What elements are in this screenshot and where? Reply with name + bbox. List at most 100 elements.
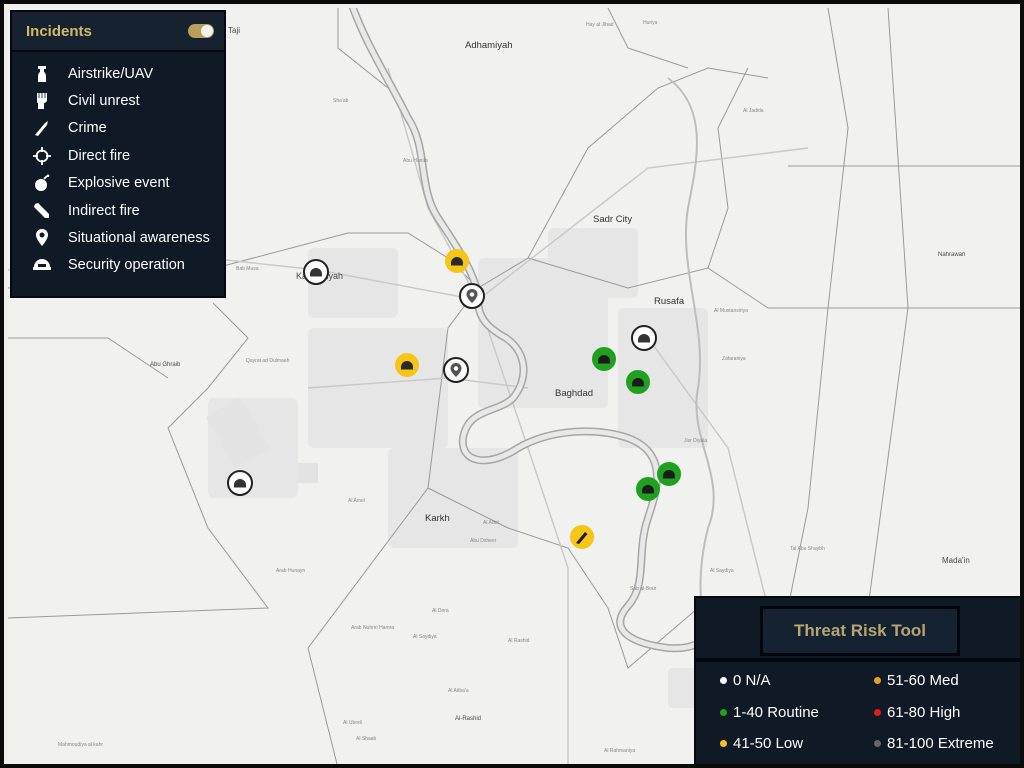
minor-label: Sha'ab: [333, 98, 349, 104]
incident-label: Situational awareness: [68, 230, 210, 247]
security-operation-marker-low[interactable]: [394, 352, 420, 378]
minor-label: Al Saydiya: [710, 568, 734, 574]
incident-item-situational-awareness[interactable]: Situational awareness: [30, 224, 224, 251]
legend-item-low: 41-50 Low: [720, 735, 803, 752]
incident-item-security-operation[interactable]: Security operation: [30, 252, 224, 279]
minor-label: Bab Musa: [236, 266, 259, 272]
minor-label: Hay al Jihad: [586, 22, 614, 28]
incident-item-explosive[interactable]: Explosive event: [30, 170, 224, 197]
incident-label: Explosive event: [68, 175, 170, 192]
incident-item-crime[interactable]: Crime: [30, 115, 224, 142]
minor-label: Abu Hanifa: [403, 158, 428, 164]
threat-risk-title: Threat Risk Tool: [794, 621, 926, 640]
incident-label: Civil unrest: [68, 93, 140, 110]
minor-label: Al Rahmaniya: [604, 748, 636, 754]
threat-divider: [696, 658, 1020, 662]
crime-marker-low[interactable]: [569, 524, 595, 550]
map-canvas[interactable]: Adhamiyah Sadr City Rusafa Baghdad Karkh…: [8, 8, 1020, 764]
incident-label: Crime: [68, 120, 107, 137]
map-base-layer: [8, 8, 1020, 764]
incident-label: Direct fire: [68, 147, 131, 164]
situational-awareness-marker[interactable]: [458, 282, 486, 310]
minor-label: Arab Nuhrin Hamra: [351, 625, 395, 631]
security-operation-marker[interactable]: [226, 469, 254, 497]
minor-label: Al Amel: [348, 498, 365, 504]
place-label-sadr-city: Sadr City: [593, 214, 633, 225]
crosshair-icon: [30, 146, 54, 166]
minor-label: Al Adel: [483, 520, 499, 526]
legend-dot-routine: [720, 709, 727, 716]
minor-label: Abu Dsheer: [470, 538, 497, 544]
incident-item-indirect-fire[interactable]: Indirect fire: [30, 197, 224, 224]
airstrike-icon: [30, 64, 54, 84]
legend-label: 81-100 Extreme: [887, 735, 994, 752]
legend-dot-med: [874, 677, 881, 684]
minor-label: Al Jadida: [743, 108, 764, 114]
incident-item-direct-fire[interactable]: Direct fire: [30, 142, 224, 169]
incident-item-airstrike[interactable]: Airstrike/UAV: [30, 60, 224, 87]
legend-label: 51-60 Med: [887, 672, 959, 689]
legend-dot-extreme: [874, 740, 881, 747]
incident-label: Indirect fire: [68, 202, 140, 219]
minor-label: Jisr Diyala: [684, 438, 708, 444]
minor-label: Sab al-Bour: [630, 586, 657, 592]
minor-label: Al Dora: [432, 608, 449, 614]
incident-type-list: Airstrike/UAV Civil unrest Crime Direct …: [12, 52, 224, 279]
minor-label: Al Saydiya: [413, 634, 437, 640]
helmet-icon: [30, 255, 54, 275]
place-label-baghdad: Baghdad: [555, 388, 594, 399]
location-pin-icon: [30, 228, 54, 248]
incident-label: Airstrike/UAV: [68, 65, 154, 82]
place-label-rusafa: Rusafa: [654, 296, 685, 307]
minor-label: Huriya: [643, 20, 658, 26]
legend-item-extreme: 81-100 Extreme: [874, 735, 994, 752]
security-operation-marker[interactable]: [630, 324, 658, 352]
minor-label: Mahmoudiya al kahr: [58, 742, 104, 748]
incidents-toggle[interactable]: [188, 24, 214, 38]
legend-dot-low: [720, 740, 727, 747]
security-operation-marker-routine[interactable]: [635, 476, 661, 502]
incidents-header: Incidents: [12, 12, 224, 52]
legend-item-high: 61-80 High: [874, 704, 960, 721]
place-label-madain: Mada'in: [942, 556, 970, 565]
situational-awareness-marker[interactable]: [442, 356, 470, 384]
incident-item-civil-unrest[interactable]: Civil unrest: [30, 87, 224, 114]
fist-icon: [30, 91, 54, 111]
security-operation-marker-routine[interactable]: [656, 461, 682, 487]
minor-label: Qayrat ad Dulmaah: [246, 358, 290, 364]
security-operation-marker-routine[interactable]: [591, 346, 617, 372]
legend-label: 0 N/A: [733, 672, 771, 689]
minor-label: Arab Hunayn: [276, 568, 306, 574]
legend-item-na: 0 N/A: [720, 672, 771, 689]
minor-label: Tal Abu Shaybh: [790, 546, 825, 552]
legend-dot-na: [720, 677, 727, 684]
place-label-karkh: Karkh: [425, 513, 450, 524]
threat-risk-panel: Threat Risk Tool 0 N/A 1-40 Routine 41-5…: [694, 596, 1020, 764]
threat-risk-title-box[interactable]: Threat Risk Tool: [760, 606, 960, 656]
place-label-nahrawan: Nahrawan: [938, 252, 966, 258]
minor-label: Al Atiba'a: [448, 688, 469, 694]
place-label-al-rashid: Al-Rashid: [455, 716, 482, 722]
legend-item-routine: 1-40 Routine: [720, 704, 819, 721]
minor-label: Al Ubedi: [343, 720, 362, 726]
security-operation-marker-low[interactable]: [444, 248, 470, 274]
place-label-abu-ghraib: Abu Ghraib: [150, 362, 181, 368]
legend-label: 41-50 Low: [733, 735, 804, 752]
minor-label: Al Shaab: [356, 736, 377, 742]
bomb-icon: [30, 173, 54, 193]
legend-label: 1-40 Routine: [733, 704, 819, 721]
incident-label: Security operation: [68, 257, 185, 274]
rocket-icon: [30, 201, 54, 221]
security-operation-marker[interactable]: [302, 258, 330, 286]
minor-label: Zafaraniya: [722, 356, 746, 362]
incidents-title: Incidents: [26, 22, 92, 40]
security-operation-marker-routine[interactable]: [625, 369, 651, 395]
knife-icon: [30, 118, 54, 138]
legend-dot-high: [874, 709, 881, 716]
legend-label: 61-80 High: [887, 704, 961, 721]
minor-label: Al Rashid: [508, 638, 530, 644]
legend-item-med: 51-60 Med: [874, 672, 959, 689]
place-label-adhamiyah: Adhamiyah: [465, 40, 513, 51]
place-label-taji: Taji: [228, 26, 241, 35]
